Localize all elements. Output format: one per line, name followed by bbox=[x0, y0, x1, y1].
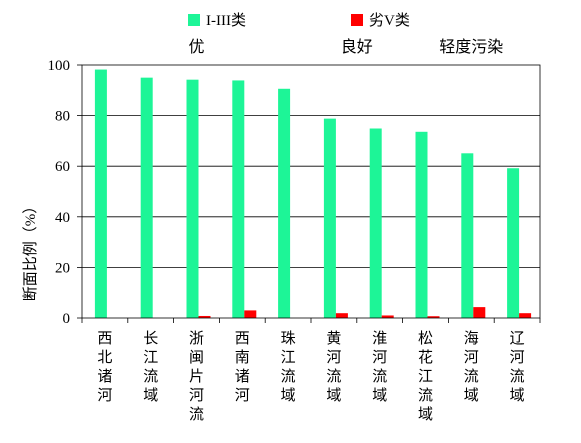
category-labels: 西北诸河长江流域浙闽片河流西南诸河珠江流域黄河流域淮河流域松花江流域海河流域辽河… bbox=[97, 330, 524, 423]
bar-i-iii bbox=[461, 153, 474, 318]
bar-i-iii bbox=[94, 69, 107, 318]
category-label-char: 长 bbox=[143, 330, 158, 347]
category-label-char: 诸 bbox=[235, 368, 250, 385]
bars bbox=[94, 69, 532, 319]
category-label-char: 江 bbox=[281, 349, 296, 366]
category-label-char: 流 bbox=[143, 368, 158, 385]
y-tick-label: 80 bbox=[55, 109, 70, 125]
bar-inferior-v bbox=[198, 315, 211, 318]
legend-label-i-iii: I-III类 bbox=[206, 12, 246, 29]
category-label-char: 河 bbox=[464, 349, 479, 366]
category-label-char: 河 bbox=[235, 387, 250, 404]
category-label-char: 域 bbox=[464, 387, 479, 404]
bar-inferior-v bbox=[335, 313, 348, 318]
category-label-char: 闽 bbox=[189, 349, 204, 366]
y-tick-label: 40 bbox=[55, 210, 70, 226]
bar-inferior-v bbox=[519, 313, 532, 318]
category-label-char: 河 bbox=[97, 387, 112, 404]
y-tick-label: 20 bbox=[55, 260, 70, 276]
bar-inferior-v bbox=[381, 315, 394, 318]
legend-label-inferior-v: 劣V类 bbox=[369, 12, 410, 29]
category-label-char: 河 bbox=[189, 387, 204, 404]
category-label-char: 域 bbox=[372, 387, 387, 404]
category-label-char: 北 bbox=[97, 349, 112, 366]
category-label-char: 江 bbox=[143, 349, 158, 366]
bar-i-iii bbox=[507, 168, 520, 318]
category-label-char: 辽 bbox=[510, 330, 525, 347]
bar-i-iii bbox=[369, 128, 382, 318]
category-label-char: 西 bbox=[97, 331, 112, 347]
class-annotations: 优 良好 轻度污染 bbox=[188, 38, 503, 56]
category-label-char: 海 bbox=[464, 330, 479, 347]
category-label-char: 西 bbox=[235, 331, 250, 347]
category-label-char: 流 bbox=[418, 387, 433, 404]
bar-i-iii bbox=[232, 80, 245, 318]
category-label-char: 浙 bbox=[189, 330, 204, 347]
category-label-char: 流 bbox=[326, 368, 341, 385]
category-label-char: 淮 bbox=[372, 330, 387, 347]
category-label-char: 流 bbox=[189, 406, 204, 423]
category-label-char: 松 bbox=[418, 330, 433, 347]
category-label-char: 域 bbox=[143, 387, 158, 404]
category-label-char: 流 bbox=[510, 368, 525, 385]
bar-i-iii bbox=[140, 77, 153, 319]
bar-i-iii bbox=[186, 79, 199, 318]
category-label-char: 域 bbox=[418, 406, 433, 423]
category-label-char: 片 bbox=[189, 368, 204, 385]
category-label-char: 河 bbox=[510, 349, 525, 366]
plot-frame bbox=[81, 64, 541, 319]
legend: I-III类 劣V类 bbox=[188, 12, 410, 29]
class-annotation: 良好 bbox=[341, 38, 373, 56]
legend-swatch-i-iii bbox=[188, 14, 200, 26]
category-label-char: 流 bbox=[281, 368, 296, 385]
category-label-char: 河 bbox=[326, 349, 341, 366]
bar-inferior-v bbox=[427, 316, 440, 318]
category-label-char: 域 bbox=[510, 387, 525, 404]
category-label-char: 江 bbox=[418, 368, 433, 385]
y-ticks: 0 20 40 60 80 100 bbox=[48, 58, 82, 327]
category-label-char: 河 bbox=[372, 349, 387, 366]
bar-inferior-v bbox=[244, 310, 257, 318]
category-label-char: 黄 bbox=[326, 330, 341, 347]
y-tick-label: 100 bbox=[48, 58, 71, 74]
category-label-char: 域 bbox=[326, 387, 341, 404]
y-axis-label: 断面比例（%） bbox=[22, 199, 39, 302]
category-label-char: 流 bbox=[464, 368, 479, 385]
category-label-char: 珠 bbox=[281, 330, 296, 347]
bar-i-iii bbox=[415, 131, 428, 318]
class-annotation: 轻度污染 bbox=[439, 38, 503, 56]
category-label-char: 域 bbox=[281, 387, 296, 404]
legend-swatch-inferior-v bbox=[351, 14, 363, 26]
x-ticks bbox=[81, 318, 541, 323]
y-tick-label: 60 bbox=[55, 159, 70, 175]
y-tick-label: 0 bbox=[63, 311, 71, 327]
category-label-char: 南 bbox=[235, 349, 250, 366]
category-label-char: 花 bbox=[418, 349, 433, 366]
category-label-char: 流 bbox=[372, 368, 387, 385]
bar-inferior-v bbox=[473, 307, 486, 318]
bar-i-iii bbox=[323, 118, 336, 318]
class-annotation: 优 bbox=[188, 38, 204, 56]
bar-i-iii bbox=[278, 88, 291, 318]
category-label-char: 诸 bbox=[97, 368, 112, 385]
